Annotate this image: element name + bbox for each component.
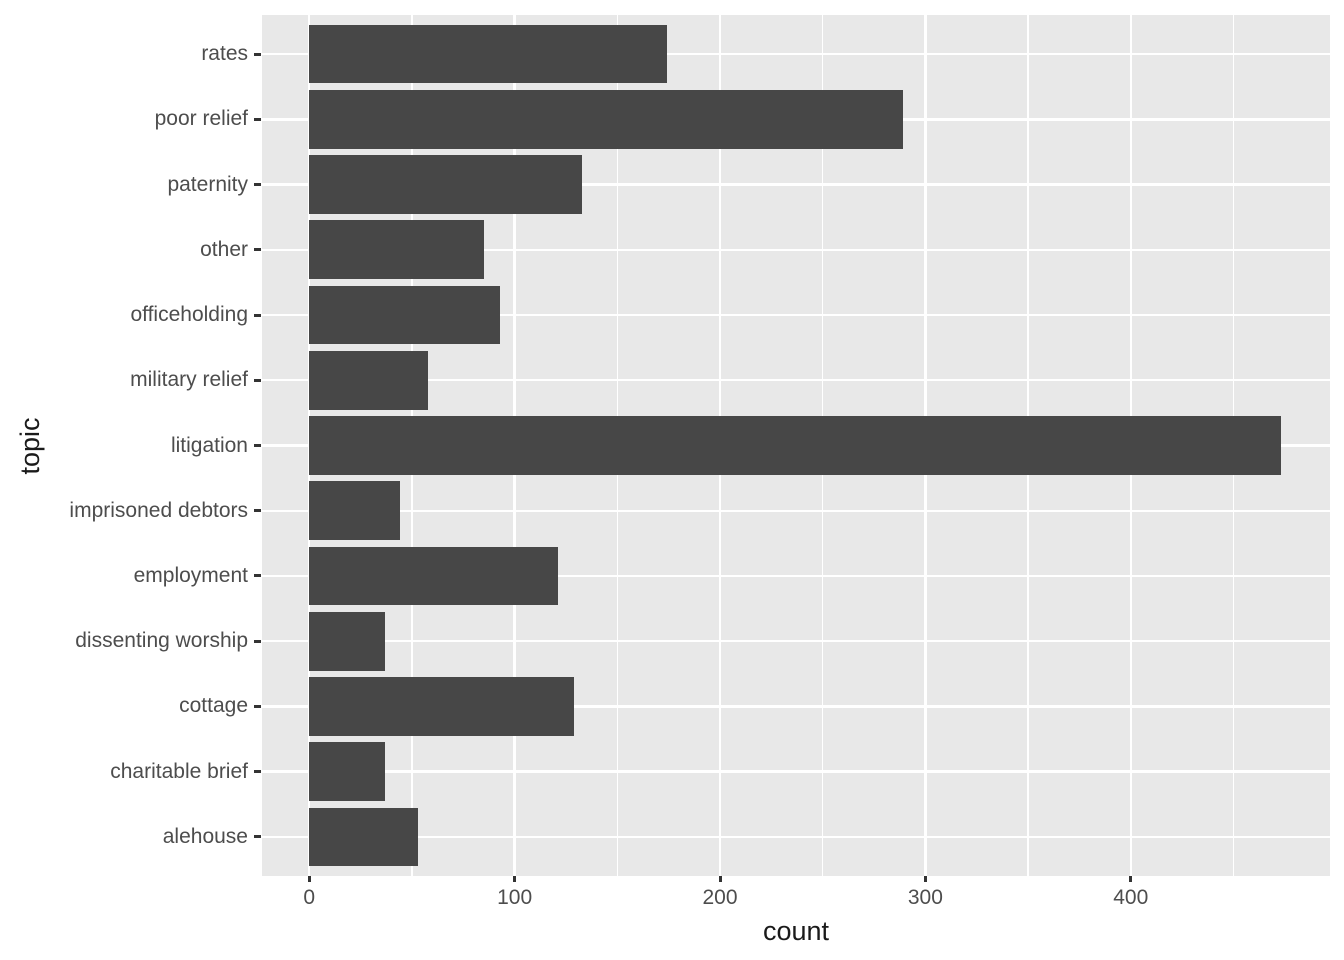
bar bbox=[309, 220, 484, 280]
gridline-major-horizontal bbox=[262, 835, 1330, 839]
y-axis-label: imprisoned debtors bbox=[69, 498, 248, 522]
gridline-major-horizontal bbox=[262, 248, 1330, 251]
y-axis-label: alehouse bbox=[162, 824, 248, 848]
gridline-major-horizontal bbox=[262, 705, 1330, 708]
gridline-major-horizontal bbox=[262, 52, 1330, 56]
bar bbox=[309, 807, 419, 867]
y-tick-mark bbox=[254, 313, 261, 317]
x-tick-mark bbox=[307, 876, 311, 882]
y-axis-title: topic bbox=[15, 417, 45, 475]
x-tick-mark bbox=[513, 876, 517, 882]
y-tick-mark bbox=[254, 509, 261, 513]
y-axis-label: employment bbox=[133, 563, 248, 587]
bar bbox=[309, 155, 583, 214]
y-axis-label: charitable brief bbox=[110, 759, 248, 783]
x-axis-tick-label: 200 bbox=[702, 886, 738, 909]
x-tick-mark bbox=[1129, 876, 1133, 882]
x-tick-mark bbox=[718, 876, 722, 882]
gridline-major-horizontal bbox=[262, 770, 1330, 773]
x-axis-tick-label: 100 bbox=[497, 886, 533, 909]
bar bbox=[309, 350, 429, 410]
y-axis-label: rates bbox=[201, 42, 248, 66]
y-tick-mark bbox=[254, 117, 261, 121]
y-tick-mark bbox=[254, 835, 261, 839]
gridline-major-horizontal bbox=[262, 639, 1330, 643]
gridline-major-horizontal bbox=[262, 379, 1330, 382]
bar bbox=[309, 416, 1281, 475]
y-axis-label: other bbox=[200, 237, 248, 261]
y-axis-label: litigation bbox=[170, 433, 248, 457]
x-tick-mark bbox=[923, 876, 927, 882]
y-axis-label: cottage bbox=[179, 694, 248, 718]
y-tick-mark bbox=[254, 183, 261, 187]
bar bbox=[309, 285, 501, 345]
bar bbox=[309, 546, 558, 606]
gridline-major-horizontal bbox=[262, 509, 1330, 512]
y-tick-mark bbox=[254, 704, 261, 708]
y-tick-mark bbox=[254, 574, 261, 578]
y-tick-mark bbox=[254, 639, 261, 643]
y-axis-label: dissenting worship bbox=[75, 629, 248, 653]
plot-panel bbox=[262, 15, 1330, 876]
gridline-major-horizontal bbox=[262, 183, 1330, 186]
gridline-major-horizontal bbox=[262, 574, 1330, 578]
bar bbox=[309, 481, 400, 541]
x-axis-tick-label: 300 bbox=[907, 886, 943, 909]
y-axis-label: officeholding bbox=[130, 303, 248, 327]
y-axis-label: poor relief bbox=[154, 107, 248, 131]
x-axis-tick-label: 400 bbox=[1113, 886, 1149, 909]
x-axis-tick-label: 0 bbox=[303, 886, 316, 909]
x-axis-title: count bbox=[762, 916, 830, 946]
gridline-major-horizontal bbox=[262, 313, 1330, 317]
y-tick-mark bbox=[254, 52, 261, 56]
gridline-major-vertical bbox=[308, 15, 311, 876]
y-tick-mark bbox=[254, 444, 261, 447]
bar bbox=[309, 24, 667, 84]
bar bbox=[309, 677, 575, 736]
bar bbox=[309, 742, 386, 801]
bar bbox=[309, 90, 903, 149]
y-tick-mark bbox=[254, 378, 261, 382]
y-tick-mark bbox=[254, 770, 261, 774]
bar bbox=[309, 611, 386, 671]
y-axis-label: paternity bbox=[167, 172, 248, 196]
y-axis-label: military relief bbox=[130, 368, 248, 392]
y-tick-mark bbox=[254, 248, 261, 252]
